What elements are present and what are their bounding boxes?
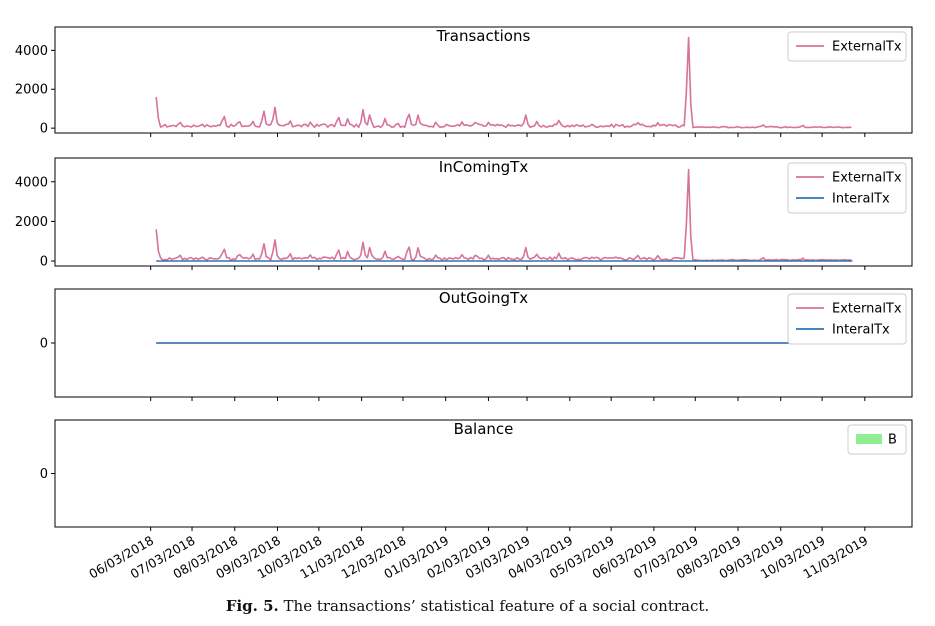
panel-title: OutGoingTx xyxy=(439,289,528,307)
chart-panel-4: 0 Balance B xyxy=(40,419,913,531)
series-line-externaltx xyxy=(155,36,852,129)
legend-box xyxy=(787,31,907,62)
series-line-externaltx xyxy=(155,168,852,262)
panel-title: Balance xyxy=(454,420,514,438)
y-tick-label: 2000 xyxy=(15,83,48,98)
caption-text: The transactions’ statistical feature of… xyxy=(283,597,710,615)
legend: ExternalTx InteralTx xyxy=(787,162,907,214)
legend: B xyxy=(847,424,907,455)
y-tick-label: 0 xyxy=(40,255,48,270)
legend: ExternalTx InteralTx xyxy=(787,293,907,345)
chart-panel-1: 0 2000 4000 Transactions ExternalTx xyxy=(15,26,913,137)
chart-panel-3: 0 OutGoingTx ExternalTx InteralTx xyxy=(40,288,913,401)
legend-box xyxy=(787,162,907,214)
y-tick-label: 4000 xyxy=(15,44,48,59)
y-tick-label: 4000 xyxy=(15,175,48,190)
legend-label: ExternalTx xyxy=(832,302,902,317)
chart-figure: 0 2000 4000 Transactions ExternalTx 0 2000 4000… xyxy=(15,26,913,582)
legend-label: B xyxy=(888,433,897,448)
y-tick-label: 0 xyxy=(40,337,48,352)
panel-title: InComingTx xyxy=(439,158,529,176)
legend-label: ExternalTx xyxy=(832,171,902,186)
legend-label: InteralTx xyxy=(832,192,890,207)
y-tick-label: 0 xyxy=(40,467,48,482)
panel-frame xyxy=(54,26,913,134)
y-tick-label: 0 xyxy=(40,122,48,137)
legend-swatch xyxy=(856,434,882,444)
panel-frame xyxy=(54,157,913,267)
caption-label: Fig. 5. xyxy=(225,597,279,615)
legend-box xyxy=(787,293,907,345)
chart-panel-2: 0 2000 4000 InComingTx ExternalTx InteralTx xyxy=(15,157,913,270)
y-tick-label: 2000 xyxy=(15,215,48,230)
legend-label: ExternalTx xyxy=(832,40,902,55)
panel-title: Transactions xyxy=(436,27,531,45)
legend-label: InteralTx xyxy=(832,323,890,338)
figure-caption: Fig. 5. The transactions’ statistical fe… xyxy=(0,597,935,615)
legend: ExternalTx xyxy=(787,31,907,62)
